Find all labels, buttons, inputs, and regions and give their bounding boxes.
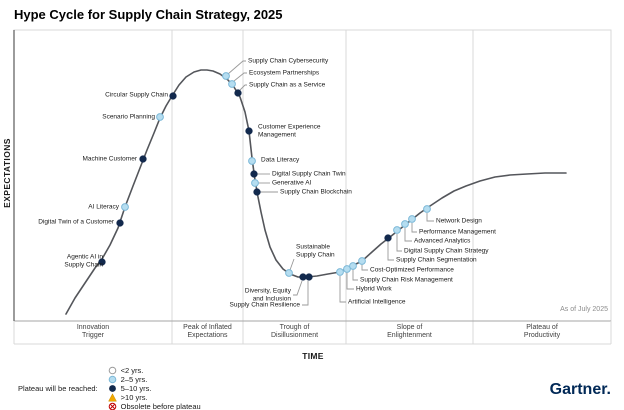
item-label: Supply Chain Segmentation bbox=[396, 256, 477, 264]
item-label: Performance Management bbox=[419, 228, 496, 236]
item-label: Supply Chain Resilience bbox=[229, 301, 300, 309]
item-connector bbox=[426, 213, 434, 222]
item-label: Hybrid Work bbox=[356, 285, 392, 293]
item-label: Supply Chain Risk Management bbox=[360, 276, 453, 284]
item-label: Machine Customer bbox=[82, 155, 137, 163]
legend-circle-outline-icon bbox=[108, 366, 116, 375]
legend-item-label: >10 yrs. bbox=[120, 393, 148, 402]
item-dot bbox=[250, 170, 258, 178]
item-label: Artificial Intelligence bbox=[348, 298, 406, 306]
item-dot bbox=[343, 265, 351, 273]
item-connector bbox=[302, 281, 309, 306]
legend-item-label: 2–5 yrs. bbox=[120, 375, 148, 384]
item-label: Supply Chain Blockchain bbox=[280, 188, 352, 196]
item-label: Network Design bbox=[436, 217, 482, 225]
item-dot bbox=[98, 258, 106, 266]
item-connector bbox=[233, 72, 247, 82]
item-dot bbox=[248, 157, 256, 165]
item-dot bbox=[156, 113, 164, 121]
item-dot bbox=[401, 220, 409, 228]
legend: Plateau will be reached: <2 yrs. 2–5 yrs.… bbox=[18, 366, 214, 410]
item-label: Diversity, Equity and Inclusion bbox=[244, 287, 291, 303]
item-dot bbox=[222, 72, 230, 80]
item-label: Digital Supply Chain Twin bbox=[272, 170, 346, 178]
phase-label: Innovation Trigger bbox=[76, 324, 110, 339]
item-connector bbox=[293, 280, 303, 296]
item-connector bbox=[396, 234, 402, 252]
item-label: Supply Chain Cybersecurity bbox=[248, 57, 329, 65]
item-label: AI Literacy bbox=[88, 203, 119, 211]
item-connector bbox=[227, 60, 246, 75]
item-dot bbox=[336, 268, 344, 276]
legend-intro: Plateau will be reached: bbox=[18, 384, 98, 393]
phase-label: Plateau of Productivity bbox=[523, 324, 561, 339]
item-connector bbox=[352, 269, 358, 281]
item-dot bbox=[121, 203, 129, 211]
item-connector bbox=[346, 272, 354, 290]
item-label: Customer Experience Management bbox=[258, 123, 321, 139]
legend-circle-light-icon bbox=[108, 375, 116, 384]
legend-item: <2 yrs. bbox=[108, 366, 201, 375]
y-axis-label: EXPECTATIONS bbox=[2, 138, 12, 208]
gartner-logo: Gartner. bbox=[549, 381, 611, 398]
item-dot bbox=[393, 226, 401, 234]
item-label: Digital Twin of a Customer bbox=[38, 218, 114, 226]
item-connector bbox=[289, 258, 295, 271]
item-label: Data Literacy bbox=[261, 156, 300, 164]
item-connector bbox=[411, 223, 417, 233]
item-dot bbox=[349, 262, 357, 270]
item-label: Digital Supply Chain Strategy bbox=[404, 247, 489, 255]
phase-label: Slope of Enlightenment bbox=[387, 324, 432, 339]
item-dot bbox=[251, 179, 259, 187]
chart-title: Hype Cycle for Supply Chain Strategy, 20… bbox=[14, 7, 283, 22]
legend-item-label: 5–10 yrs. bbox=[120, 384, 152, 393]
phase-label: Peak of Inflated Expectations bbox=[183, 324, 232, 339]
item-dot bbox=[408, 215, 416, 223]
legend-item: >10 yrs. bbox=[107, 393, 201, 402]
item-dot bbox=[234, 89, 242, 97]
phase-label: Trough of Disillusionment bbox=[270, 324, 319, 339]
item-label: Advanced Analytics bbox=[414, 237, 471, 245]
item-label: Scenario Planning bbox=[102, 113, 155, 121]
legend-item: 5–10 yrs. bbox=[108, 384, 201, 393]
item-dot bbox=[285, 269, 293, 277]
item-label: Ecosystem Partnerships bbox=[249, 69, 320, 77]
as-of-date: As of July 2025 bbox=[560, 306, 608, 313]
item-label: Agentic AI in Supply Chain bbox=[64, 253, 103, 269]
item-dot bbox=[384, 234, 392, 242]
item-label: Cost-Optimized Performance bbox=[370, 266, 454, 274]
legend-obsolete-icon bbox=[108, 402, 116, 410]
item-dot bbox=[305, 273, 313, 281]
legend-item: Obsolete before plateau bbox=[108, 402, 201, 410]
item-dot bbox=[245, 127, 253, 135]
item-dot bbox=[253, 188, 261, 196]
item-dot bbox=[228, 80, 236, 88]
item-dot bbox=[139, 155, 147, 163]
item-label: Supply Chain as a Service bbox=[249, 81, 326, 89]
item-dot bbox=[423, 205, 431, 213]
item-connector bbox=[361, 264, 368, 271]
item-connector bbox=[387, 242, 394, 261]
item-label: Generative AI bbox=[272, 179, 312, 187]
item-connector bbox=[239, 84, 247, 91]
legend-triangle-icon bbox=[107, 393, 117, 402]
item-connector bbox=[404, 228, 412, 242]
legend-circle-navy-icon bbox=[108, 385, 116, 392]
legend-item-label: Obsolete before plateau bbox=[120, 402, 201, 410]
item-dot bbox=[358, 257, 366, 265]
item-dot bbox=[169, 92, 177, 100]
item-dot bbox=[116, 219, 124, 227]
legend-items: <2 yrs. 2–5 yrs. 5–10 yrs. >10 yrs. Obsolet… bbox=[107, 366, 214, 410]
legend-item: 2–5 yrs. bbox=[108, 375, 201, 384]
item-label: Circular Supply Chain bbox=[105, 91, 168, 99]
x-axis-label: TIME bbox=[302, 351, 324, 361]
item-connector bbox=[339, 276, 346, 303]
item-label: Sustainable Supply Chain bbox=[296, 243, 335, 259]
legend-item-label: <2 yrs. bbox=[120, 366, 144, 375]
